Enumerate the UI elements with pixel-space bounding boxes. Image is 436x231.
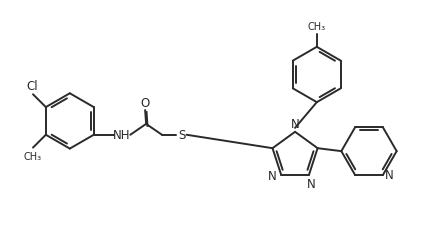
Text: O: O bbox=[140, 96, 150, 109]
Text: S: S bbox=[178, 129, 185, 142]
Text: N: N bbox=[268, 170, 276, 182]
Text: CH₃: CH₃ bbox=[308, 22, 326, 32]
Text: NH: NH bbox=[112, 129, 130, 142]
Text: CH₃: CH₃ bbox=[24, 152, 42, 162]
Text: N: N bbox=[291, 118, 300, 131]
Text: N: N bbox=[385, 168, 394, 181]
Text: N: N bbox=[307, 177, 315, 190]
Text: Cl: Cl bbox=[26, 79, 38, 92]
